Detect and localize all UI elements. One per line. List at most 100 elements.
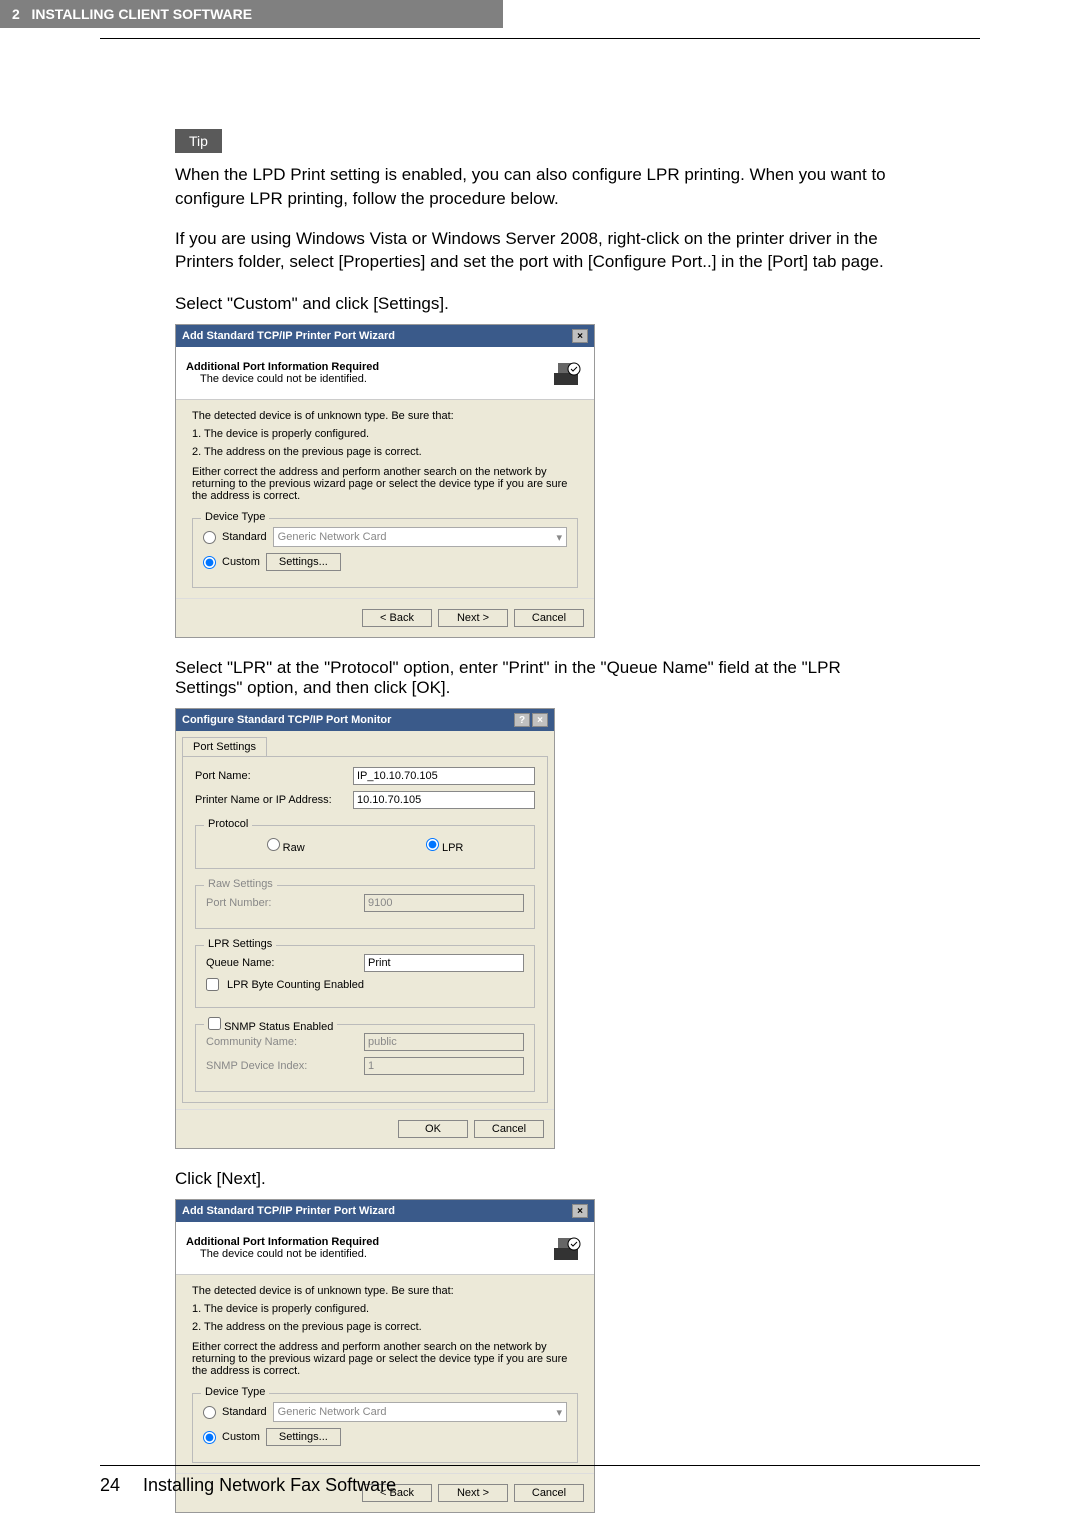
next-button[interactable]: Next > xyxy=(438,1484,508,1502)
printer-ip-row: Printer Name or IP Address: xyxy=(195,791,535,809)
lpr-byte-checkbox[interactable] xyxy=(206,978,219,991)
tab-body: Port Name: Printer Name or IP Address: P… xyxy=(182,756,548,1103)
standard-combo[interactable]: Generic Network Card ▾ xyxy=(273,527,567,547)
standard-label: Standard xyxy=(222,531,267,543)
header-sub: The device could not be identified. xyxy=(200,373,379,385)
page-number: 24 xyxy=(100,1475,120,1495)
community-row: Community Name: xyxy=(206,1033,524,1051)
top-rule xyxy=(100,38,980,39)
protocol-row: Raw LPR xyxy=(206,838,524,854)
dialog-title-text: Add Standard TCP/IP Printer Port Wizard xyxy=(182,330,395,342)
dialog-body: The detected device is of unknown type. … xyxy=(176,1275,594,1473)
lpr-byte-row: LPR Byte Counting Enabled xyxy=(206,978,524,991)
snmp-checkbox[interactable] xyxy=(208,1017,221,1030)
settings-button[interactable]: Settings... xyxy=(266,553,341,571)
dialog-titlebar: Add Standard TCP/IP Printer Port Wizard … xyxy=(176,325,594,347)
snmp-index-row: SNMP Device Index: xyxy=(206,1057,524,1075)
protocol-legend: Protocol xyxy=(204,818,252,830)
lpr-radio[interactable] xyxy=(426,838,439,851)
close-icon[interactable]: × xyxy=(532,713,548,727)
printer-icon xyxy=(548,355,584,391)
dialog-header-text: Additional Port Information Required The… xyxy=(186,1236,379,1260)
footer-text: Installing Network Fax Software xyxy=(143,1475,396,1495)
lpr-byte-label: LPR Byte Counting Enabled xyxy=(227,979,364,991)
custom-radio[interactable] xyxy=(203,556,216,569)
community-label: Community Name: xyxy=(206,1036,356,1048)
custom-label: Custom xyxy=(222,556,260,568)
standard-radio[interactable] xyxy=(203,531,216,544)
body-line-4: Either correct the address and perform a… xyxy=(192,466,578,502)
queue-name-label: Queue Name: xyxy=(206,957,356,969)
standard-combo-value: Generic Network Card xyxy=(278,531,387,543)
cancel-button[interactable]: Cancel xyxy=(514,609,584,627)
chevron-down-icon: ▾ xyxy=(556,1406,562,1419)
body-line-3: 2. The address on the previous page is c… xyxy=(192,1321,578,1333)
body-line-2: 1. The device is properly configured. xyxy=(192,428,578,440)
dialog-header-text: Additional Port Information Required The… xyxy=(186,361,379,385)
protocol-fieldset: Protocol Raw LPR xyxy=(195,825,535,869)
header-sub: The device could not be identified. xyxy=(200,1248,379,1260)
chevron-down-icon: ▾ xyxy=(556,531,562,544)
port-name-input[interactable] xyxy=(353,767,535,785)
custom-label: Custom xyxy=(222,1431,260,1443)
standard-radio-row: Standard Generic Network Card ▾ xyxy=(203,527,567,547)
port-monitor-dialog: Configure Standard TCP/IP Port Monitor ?… xyxy=(175,708,555,1149)
printer-icon xyxy=(548,1230,584,1266)
standard-label: Standard xyxy=(222,1406,267,1418)
dialog-header: Additional Port Information Required The… xyxy=(176,347,594,400)
raw-settings-legend: Raw Settings xyxy=(204,878,277,890)
lpr-settings-fieldset: LPR Settings Queue Name: LPR Byte Counti… xyxy=(195,945,535,1008)
custom-radio-row: Custom Settings... xyxy=(203,1428,567,1446)
help-icon[interactable]: ? xyxy=(514,713,530,727)
dialog-footer: < Back Next > Cancel xyxy=(176,598,594,637)
close-icon[interactable]: × xyxy=(572,329,588,343)
snmp-index-label: SNMP Device Index: xyxy=(206,1060,356,1072)
custom-radio-row: Custom Settings... xyxy=(203,553,567,571)
queue-name-input[interactable] xyxy=(364,954,524,972)
standard-combo[interactable]: Generic Network Card ▾ xyxy=(273,1402,567,1422)
port-name-row: Port Name: xyxy=(195,767,535,785)
port-number-input xyxy=(364,894,524,912)
custom-radio[interactable] xyxy=(203,1431,216,1444)
snmp-index-input xyxy=(364,1057,524,1075)
back-button[interactable]: < Back xyxy=(362,609,432,627)
community-input xyxy=(364,1033,524,1051)
tip-paragraph-2: If you are using Windows Vista or Window… xyxy=(175,227,905,275)
dialog-header: Additional Port Information Required The… xyxy=(176,1222,594,1275)
instruction-1: Select "Custom" and click [Settings]. xyxy=(175,294,905,314)
device-type-fieldset: Device Type Standard Generic Network Car… xyxy=(192,518,578,588)
queue-name-row: Queue Name: xyxy=(206,954,524,972)
settings-button[interactable]: Settings... xyxy=(266,1428,341,1446)
bottom-rule xyxy=(100,1465,980,1466)
dialog-titlebar: Add Standard TCP/IP Printer Port Wizard … xyxy=(176,1200,594,1222)
standard-radio[interactable] xyxy=(203,1406,216,1419)
ok-button[interactable]: OK xyxy=(398,1120,468,1138)
snmp-legend: SNMP Status Enabled xyxy=(204,1017,337,1033)
next-button[interactable]: Next > xyxy=(438,609,508,627)
portmon-titlebar: Configure Standard TCP/IP Port Monitor ?… xyxy=(176,709,554,731)
cancel-button[interactable]: Cancel xyxy=(514,1484,584,1502)
dialog-body: The detected device is of unknown type. … xyxy=(176,400,594,598)
header-bold: Additional Port Information Required xyxy=(186,1236,379,1248)
printer-ip-label: Printer Name or IP Address: xyxy=(195,794,345,806)
titlebar-buttons: ? × xyxy=(514,713,548,727)
close-icon[interactable]: × xyxy=(572,1204,588,1218)
page-content: Tip When the LPD Print setting is enable… xyxy=(0,129,1080,1513)
cancel-button[interactable]: Cancel xyxy=(474,1120,544,1138)
port-settings-tab[interactable]: Port Settings xyxy=(182,737,267,756)
header-bold: Additional Port Information Required xyxy=(186,361,379,373)
raw-radio[interactable] xyxy=(267,838,280,851)
wizard-dialog-1: Add Standard TCP/IP Printer Port Wizard … xyxy=(175,324,595,638)
instruction-3: Click [Next]. xyxy=(175,1169,905,1189)
lpr-settings-legend: LPR Settings xyxy=(204,938,276,950)
port-number-label: Port Number: xyxy=(206,897,356,909)
port-name-label: Port Name: xyxy=(195,770,345,782)
dialog-title-text: Add Standard TCP/IP Printer Port Wizard xyxy=(182,1205,395,1217)
instruction-2: Select "LPR" at the "Protocol" option, e… xyxy=(175,658,905,698)
device-type-legend: Device Type xyxy=(201,1386,269,1398)
chapter-number: 2 xyxy=(12,6,20,22)
body-line-3: 2. The address on the previous page is c… xyxy=(192,446,578,458)
printer-ip-input[interactable] xyxy=(353,791,535,809)
port-number-row: Port Number: xyxy=(206,894,524,912)
portmon-title: Configure Standard TCP/IP Port Monitor xyxy=(182,714,391,726)
